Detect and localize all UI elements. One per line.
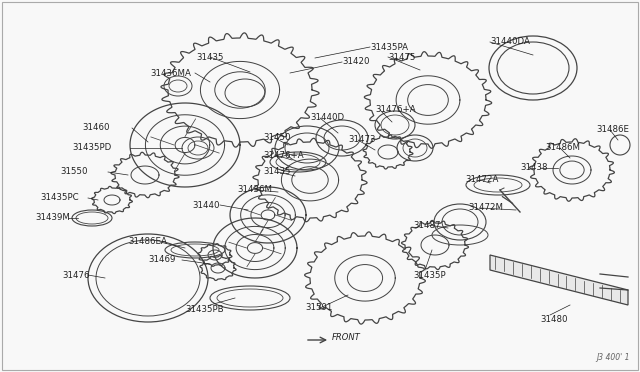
Text: FRONT: FRONT	[332, 333, 361, 341]
Text: 31469: 31469	[148, 256, 175, 264]
Text: 31591: 31591	[305, 304, 332, 312]
Text: 31450: 31450	[263, 134, 291, 142]
Text: 31480: 31480	[540, 315, 568, 324]
Text: 31439M: 31439M	[35, 214, 70, 222]
Text: 31440: 31440	[192, 201, 220, 209]
Text: 31472M: 31472M	[468, 203, 503, 212]
Text: 31435: 31435	[196, 52, 223, 61]
Text: 31440DA: 31440DA	[490, 38, 530, 46]
Text: 31435PA: 31435PA	[370, 42, 408, 51]
Text: 31472A: 31472A	[465, 176, 499, 185]
Text: 31486E: 31486E	[596, 125, 629, 135]
Text: 31438: 31438	[520, 164, 547, 173]
Text: 31435PC: 31435PC	[40, 193, 79, 202]
Text: 31436M: 31436M	[237, 186, 272, 195]
Text: 31475: 31475	[388, 52, 415, 61]
Text: 31436MA: 31436MA	[150, 68, 191, 77]
Polygon shape	[490, 255, 628, 305]
Text: 31476: 31476	[62, 270, 90, 279]
Text: 31473: 31473	[348, 135, 376, 144]
Text: 31460: 31460	[82, 124, 109, 132]
Text: 31550: 31550	[60, 167, 88, 176]
Text: J3 400' 1: J3 400' 1	[596, 353, 630, 362]
Text: 31487: 31487	[413, 221, 440, 230]
Text: 31435P: 31435P	[413, 270, 445, 279]
Text: 31435PB: 31435PB	[185, 305, 223, 314]
Text: 31435: 31435	[263, 167, 291, 176]
Text: 31435PD: 31435PD	[72, 144, 111, 153]
Text: 31440D: 31440D	[310, 113, 344, 122]
Text: 31476+A: 31476+A	[375, 106, 415, 115]
Text: 31486EA: 31486EA	[128, 237, 167, 247]
Text: 31486M: 31486M	[545, 144, 580, 153]
Text: 31420: 31420	[342, 58, 369, 67]
Text: 31476+A: 31476+A	[263, 151, 303, 160]
